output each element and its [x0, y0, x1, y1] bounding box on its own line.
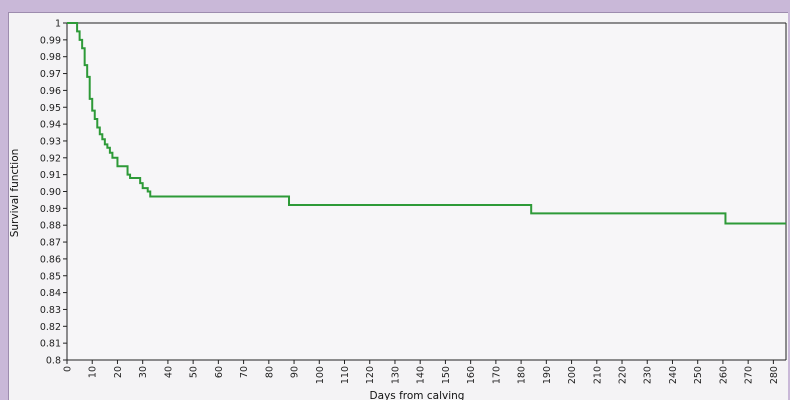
y-tick-label: 0.83 [40, 305, 61, 316]
x-tick-label: 170 [491, 366, 502, 384]
y-tick-label: 0.81 [40, 339, 61, 350]
x-tick-label: 140 [416, 366, 427, 384]
y-tick-label: 0.88 [40, 221, 61, 232]
y-tick-label: 0.90 [40, 187, 61, 198]
y-tick-label: 0.91 [40, 170, 61, 181]
y-tick-label: 0.82 [40, 322, 61, 333]
y-tick-label: 0.87 [40, 238, 61, 249]
x-tick-label: 200 [567, 366, 578, 384]
x-tick-label: 60 [214, 366, 225, 378]
y-tick-label: 0.93 [40, 136, 61, 147]
x-tick-label: 190 [542, 366, 553, 384]
x-tick-label: 100 [315, 366, 326, 384]
y-tick-label: 0.92 [40, 153, 61, 164]
x-axis-label: Days from calving [370, 390, 465, 400]
x-tick-label: 180 [517, 366, 528, 384]
x-tick-label: 240 [668, 366, 679, 384]
y-tick-label: 0.89 [40, 204, 61, 215]
survival-curve [67, 22, 786, 225]
x-ticks: 0 10 20 30 40 50 60 70 80 90 100 110 120 130 140 150 160… [63, 360, 780, 384]
y-tick-label: 0.98 [40, 52, 61, 63]
x-tick-label: 10 [88, 366, 99, 378]
x-tick-label: 80 [264, 366, 275, 378]
x-tick-label: 50 [189, 366, 200, 378]
y-tick-label: 1 [55, 19, 61, 30]
plot-area [67, 23, 786, 360]
y-tick-label: 0.99 [40, 35, 61, 46]
y-tick-label: 0.97 [40, 69, 61, 80]
x-tick-label: 160 [466, 366, 477, 384]
y-tick-label: 0.94 [40, 120, 61, 131]
x-tick-label: 90 [290, 366, 301, 378]
x-tick-label: 210 [592, 366, 603, 384]
y-ticks: 0.8 0.81 0.82 0.83 0.84 0.85 0.86 0.87 0.88 0.89 0… [40, 19, 67, 367]
y-axis-label: Survival function [9, 149, 21, 238]
x-tick-label: 130 [390, 366, 401, 384]
x-tick-label: 0 [63, 366, 74, 372]
y-tick-label: 0.84 [40, 288, 61, 299]
x-tick-label: 280 [769, 366, 780, 384]
x-tick-label: 250 [693, 366, 704, 384]
y-tick-label: 0.95 [40, 103, 61, 114]
x-tick-label: 120 [365, 366, 376, 384]
y-tick-label: 0.86 [40, 254, 61, 265]
y-tick-label: 0.8 [46, 356, 61, 367]
x-tick-label: 150 [441, 366, 452, 384]
x-tick-label: 40 [163, 366, 174, 378]
survival-chart: 0.8 0.81 0.82 0.83 0.84 0.85 0.86 0.87 0.88 0.89 0… [9, 19, 787, 400]
x-tick-label: 220 [618, 366, 629, 384]
x-tick-label: 260 [718, 366, 729, 384]
x-tick-label: 20 [113, 366, 124, 378]
x-tick-label: 30 [138, 366, 149, 378]
y-tick-label: 0.96 [40, 86, 61, 97]
x-tick-label: 70 [239, 366, 250, 378]
x-tick-label: 230 [643, 366, 654, 384]
chart-frame: 0.8 0.81 0.82 0.83 0.84 0.85 0.86 0.87 0.88 0.89 0… [8, 12, 788, 400]
x-tick-label: 110 [340, 366, 351, 384]
y-tick-label: 0.85 [40, 271, 61, 282]
x-tick-label: 270 [744, 366, 755, 384]
